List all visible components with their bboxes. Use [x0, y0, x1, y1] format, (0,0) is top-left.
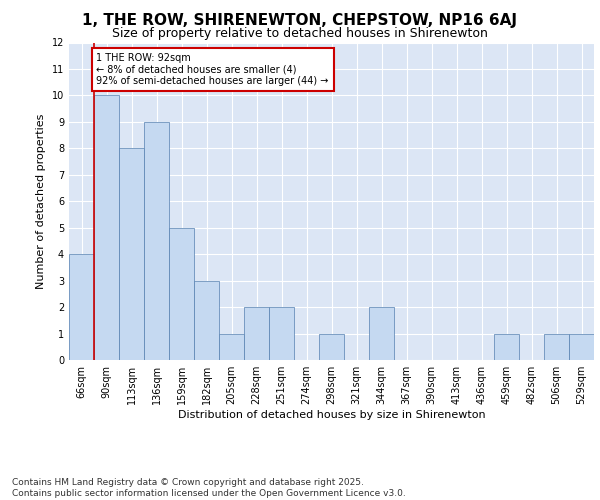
Bar	[319, 334, 344, 360]
Bar	[544, 334, 569, 360]
Bar	[194, 280, 219, 360]
Text: 1 THE ROW: 92sqm
← 8% of detached houses are smaller (4)
92% of semi-detached ho: 1 THE ROW: 92sqm ← 8% of detached houses…	[97, 53, 329, 86]
Bar	[369, 307, 394, 360]
Bar	[169, 228, 194, 360]
Text: 1, THE ROW, SHIRENEWTON, CHEPSTOW, NP16 6AJ: 1, THE ROW, SHIRENEWTON, CHEPSTOW, NP16 …	[83, 12, 517, 28]
Bar	[494, 334, 519, 360]
Text: Contains HM Land Registry data © Crown copyright and database right 2025.
Contai: Contains HM Land Registry data © Crown c…	[12, 478, 406, 498]
Bar	[569, 334, 594, 360]
Bar	[144, 122, 169, 360]
Bar	[244, 307, 269, 360]
Bar	[69, 254, 94, 360]
Bar	[269, 307, 294, 360]
Text: Size of property relative to detached houses in Shirenewton: Size of property relative to detached ho…	[112, 28, 488, 40]
Y-axis label: Number of detached properties: Number of detached properties	[36, 114, 46, 289]
Bar	[219, 334, 244, 360]
X-axis label: Distribution of detached houses by size in Shirenewton: Distribution of detached houses by size …	[178, 410, 485, 420]
Bar	[119, 148, 144, 360]
Bar	[94, 96, 119, 360]
